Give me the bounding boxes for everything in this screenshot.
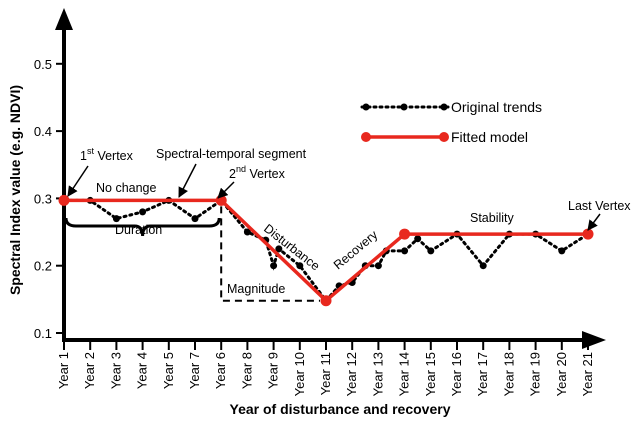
vertex-point bbox=[582, 228, 594, 240]
data-point bbox=[401, 247, 409, 255]
x-tick-label: Year 3 bbox=[108, 352, 123, 389]
duration-brace bbox=[64, 217, 221, 237]
x-tick-label: Year 4 bbox=[135, 352, 150, 389]
x-tick-label: Year 13 bbox=[370, 352, 385, 396]
x-tick-label: Year 1 bbox=[56, 352, 71, 389]
vertex-point bbox=[399, 228, 411, 240]
legend-fitted-marker bbox=[439, 132, 449, 142]
x-tick-label: Year 15 bbox=[423, 352, 438, 396]
y-axis-label: Spectral Index value (e.g. NDVI) bbox=[7, 85, 23, 295]
x-tick-label: Year 8 bbox=[239, 352, 254, 389]
no-change-label: No change bbox=[96, 181, 157, 195]
legend-fitted-marker bbox=[361, 132, 371, 142]
x-axis-ticks: Year 1 Year 2 Year 3 Year 4 Year 5 Year 7 Year… bbox=[56, 340, 595, 396]
vertex-point bbox=[58, 194, 70, 206]
data-point bbox=[558, 247, 566, 255]
data-point bbox=[112, 215, 120, 223]
x-tick-label: Year 12 bbox=[344, 352, 359, 396]
second-vertex-arrow bbox=[217, 181, 235, 199]
data-point bbox=[243, 228, 251, 236]
x-tick-label: Year 6 bbox=[213, 352, 228, 389]
last-vertex-label: Last Vertex bbox=[568, 199, 631, 213]
y-axis-ticks: 0.1 0.2 0.3 0.4 0.5 bbox=[34, 57, 64, 341]
stability-label: Stability bbox=[470, 211, 515, 225]
x-tick-label: Year 20 bbox=[554, 352, 569, 396]
magnitude-label: Magnitude bbox=[227, 282, 285, 296]
data-point bbox=[139, 208, 147, 216]
x-tick-label: Year 5 bbox=[161, 352, 176, 389]
x-tick-label: Year 11 bbox=[318, 352, 333, 395]
x-tick-label: Year 21 bbox=[580, 352, 595, 396]
legend-original-marker bbox=[400, 103, 408, 111]
segment-label: Spectral-temporal segment bbox=[156, 147, 307, 161]
y-tick-label: 0.3 bbox=[34, 191, 52, 206]
duration-label: Duration bbox=[115, 223, 162, 237]
x-tick-label: Year 7 bbox=[187, 352, 202, 389]
data-point bbox=[296, 262, 304, 270]
y-tick-label: 0.4 bbox=[34, 124, 52, 139]
data-point bbox=[275, 245, 283, 253]
x-tick-label: Year 9 bbox=[266, 352, 281, 389]
legend-original-marker bbox=[362, 103, 370, 111]
data-point bbox=[427, 247, 435, 255]
vertex-point bbox=[215, 194, 227, 206]
x-tick-label: Year 17 bbox=[475, 352, 490, 396]
data-point bbox=[414, 235, 422, 243]
y-tick-label: 0.2 bbox=[34, 259, 52, 274]
data-point bbox=[374, 262, 382, 270]
x-tick-label: Year 2 bbox=[82, 352, 97, 389]
series-fitted-model bbox=[58, 194, 594, 307]
x-tick-label: Year 18 bbox=[501, 352, 516, 396]
data-point bbox=[270, 262, 278, 270]
first-vertex-label: 1st Vertex bbox=[80, 146, 134, 163]
magnitude-guide bbox=[220, 206, 320, 302]
legend-original-label: Original trends bbox=[451, 99, 542, 115]
y-tick-label: 0.1 bbox=[34, 326, 52, 341]
vertex-point bbox=[320, 295, 332, 307]
x-axis-arrow bbox=[582, 331, 606, 349]
x-tick-label: Year 14 bbox=[397, 352, 412, 396]
y-tick-label: 0.5 bbox=[34, 57, 52, 72]
last-vertex-arrow bbox=[587, 213, 601, 231]
x-axis-label: Year of disturbance and recovery bbox=[230, 401, 451, 417]
legend: Original trends Fitted model bbox=[360, 99, 542, 145]
x-tick-label: Year 16 bbox=[449, 352, 464, 396]
segment-arrow bbox=[178, 163, 197, 198]
data-point bbox=[191, 215, 199, 223]
x-tick-label: Year 19 bbox=[528, 352, 543, 396]
second-vertex-label: 2nd Vertex bbox=[229, 164, 286, 181]
data-point bbox=[479, 262, 487, 270]
y-axis-arrow bbox=[55, 8, 73, 30]
legend-original-marker bbox=[440, 103, 448, 111]
legend-fitted-label: Fitted model bbox=[451, 129, 528, 145]
first-vertex-arrow bbox=[67, 165, 89, 197]
x-tick-label: Year 10 bbox=[292, 352, 307, 396]
